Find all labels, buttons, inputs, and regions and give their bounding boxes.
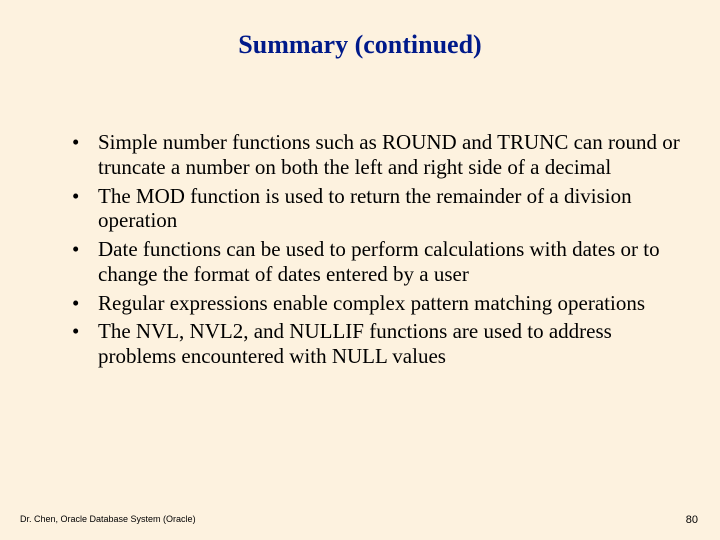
slide-title: Summary (continued)	[40, 30, 680, 60]
footer-credit: Dr. Chen, Oracle Database System (Oracle…	[20, 514, 196, 524]
bullet-item: Regular expressions enable complex patte…	[72, 291, 680, 316]
bullet-list: Simple number functions such as ROUND an…	[40, 130, 680, 369]
bullet-item: Date functions can be used to perform ca…	[72, 237, 680, 287]
bullet-item: The NVL, NVL2, and NULLIF functions are …	[72, 319, 680, 369]
page-number: 80	[686, 514, 698, 526]
bullet-item: The MOD function is used to return the r…	[72, 184, 680, 234]
bullet-item: Simple number functions such as ROUND an…	[72, 130, 680, 180]
